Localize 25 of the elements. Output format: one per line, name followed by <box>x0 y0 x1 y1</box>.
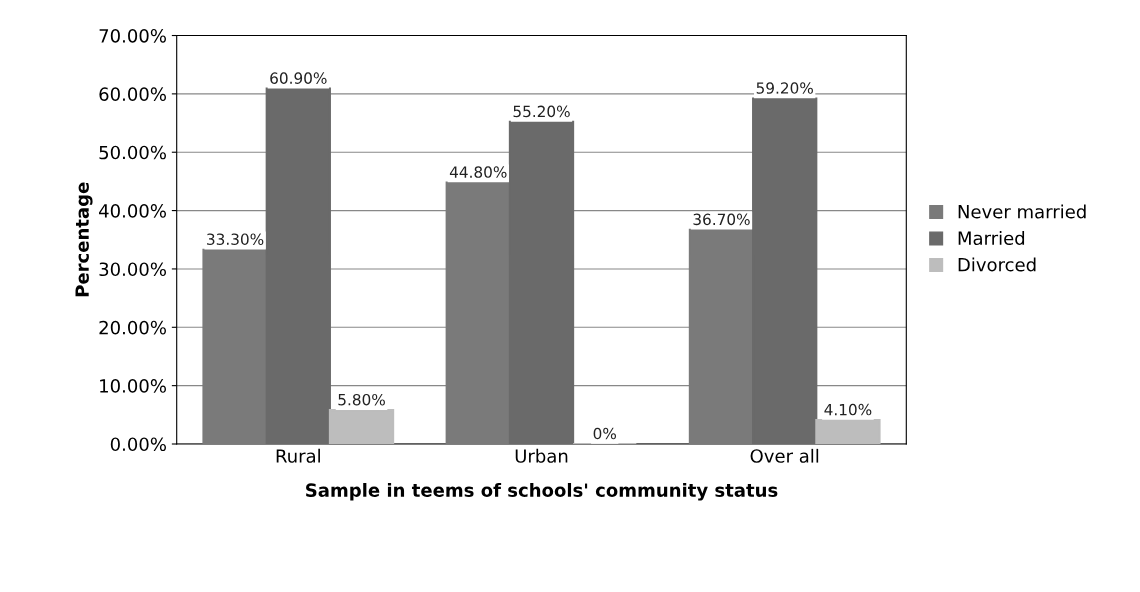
data-label: 0% <box>593 427 617 440</box>
data-label: 33.30% <box>207 233 264 245</box>
y-tick-label: 10.00% <box>100 379 166 393</box>
y-axis-title: Percentage <box>75 182 93 297</box>
y-tick-label: 50.00% <box>99 145 166 160</box>
y-tick-label: 60.00% <box>99 87 166 101</box>
data-label: 60.90% <box>270 72 327 84</box>
x-tick-label: Rural <box>276 448 320 463</box>
data-label: 44.80% <box>449 166 507 178</box>
y-tick-label: 40.00% <box>99 204 166 218</box>
data-label: 4.10% <box>824 403 872 416</box>
y-tick-label: 0.00% <box>110 437 166 452</box>
x-tick-label: Urban <box>515 448 568 463</box>
data-label: 36.70% <box>693 213 750 226</box>
y-tick-label: 70.00% <box>99 28 166 43</box>
data-label: 5.80% <box>338 393 385 406</box>
data-label: 59.20% <box>756 82 813 94</box>
legend-label: Married <box>958 231 1025 245</box>
legend-label: Never married <box>958 204 1086 219</box>
data-label: 55.20% <box>513 105 570 118</box>
x-tick-label: Over all <box>750 448 819 463</box>
legend-label: Divorced <box>958 257 1036 272</box>
y-tick-label: 30.00% <box>99 262 166 277</box>
y-tick-label: 20.00% <box>99 320 166 335</box>
x-axis-title: Sample in teems of schools' community status <box>306 483 778 501</box>
